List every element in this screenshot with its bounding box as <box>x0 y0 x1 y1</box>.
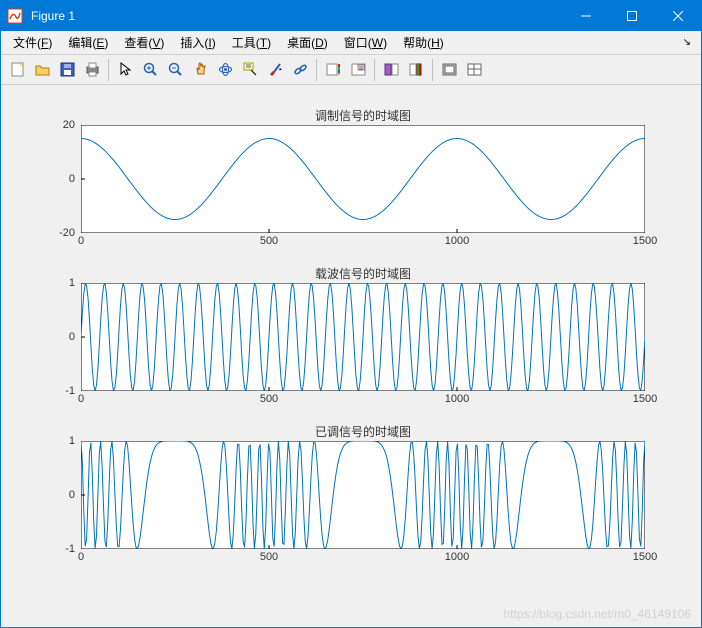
subplot-0-title: 调制信号的时域图 <box>315 107 411 124</box>
ytick-label: 0 <box>69 331 75 343</box>
toolbar-separator <box>432 59 433 81</box>
save-button[interactable] <box>55 58 79 82</box>
ytick-label: 20 <box>63 119 75 131</box>
brush-button[interactable] <box>263 58 287 82</box>
open-button[interactable] <box>30 58 54 82</box>
zoom-in-button[interactable] <box>138 58 162 82</box>
menu-e[interactable]: 编辑(E) <box>60 32 116 53</box>
subplot-2-title: 已调信号的时域图 <box>315 423 411 440</box>
toolbar <box>1 55 701 85</box>
subplot-1-title: 载波信号的时域图 <box>315 265 411 282</box>
menu-i[interactable]: 插入(I) <box>172 32 223 53</box>
xtick-label: 1500 <box>633 235 657 247</box>
pan-button[interactable] <box>188 58 212 82</box>
xtick-label: 500 <box>260 393 278 405</box>
layout-button[interactable] <box>462 58 486 82</box>
insert-colorbar-button[interactable] <box>321 58 345 82</box>
subplot-1-axes[interactable] <box>81 283 645 391</box>
menu-h[interactable]: 帮助(H) <box>395 32 452 53</box>
subplot-2-axes[interactable] <box>81 441 645 549</box>
menu-d[interactable]: 桌面(D) <box>279 32 336 53</box>
titlebar: Figure 1 <box>1 1 701 31</box>
xtick-label: 0 <box>78 393 84 405</box>
xtick-label: 500 <box>260 235 278 247</box>
xtick-label: 1000 <box>445 393 469 405</box>
xtick-label: 1000 <box>445 235 469 247</box>
ytick-label: 1 <box>69 435 75 447</box>
ytick-label: 1 <box>69 277 75 289</box>
data-cursor-button[interactable] <box>238 58 262 82</box>
xtick-label: 1500 <box>633 551 657 563</box>
link-button[interactable] <box>288 58 312 82</box>
maximize-button[interactable] <box>609 1 655 31</box>
dock-button[interactable] <box>437 58 461 82</box>
ytick-label: 0 <box>69 489 75 501</box>
figure-area: https://blog.csdn.net/m0_46149106 调制信号的时… <box>1 85 701 627</box>
menu-w[interactable]: 窗口(W) <box>336 32 395 53</box>
toolbar-separator <box>316 59 317 81</box>
toolbar-separator <box>374 59 375 81</box>
menu-v[interactable]: 查看(V) <box>116 32 172 53</box>
hide-tools-button[interactable] <box>379 58 403 82</box>
close-button[interactable] <box>655 1 701 31</box>
window-title: Figure 1 <box>29 9 75 23</box>
toolbar-separator <box>108 59 109 81</box>
app-icon <box>7 8 23 24</box>
print-button[interactable] <box>80 58 104 82</box>
menu-f[interactable]: 文件(F) <box>5 32 60 53</box>
xtick-label: 1000 <box>445 551 469 563</box>
xtick-label: 500 <box>260 551 278 563</box>
show-tools-button[interactable] <box>404 58 428 82</box>
subplot-0-axes[interactable] <box>81 125 645 233</box>
pointer-button[interactable] <box>113 58 137 82</box>
xtick-label: 1500 <box>633 393 657 405</box>
rotate3d-button[interactable] <box>213 58 237 82</box>
new-figure-button[interactable] <box>5 58 29 82</box>
zoom-out-button[interactable] <box>163 58 187 82</box>
ytick-label: -1 <box>65 385 75 397</box>
menu-t[interactable]: 工具(T) <box>224 32 279 53</box>
watermark: https://blog.csdn.net/m0_46149106 <box>504 607 691 621</box>
insert-legend-button[interactable] <box>346 58 370 82</box>
minimize-button[interactable] <box>563 1 609 31</box>
ytick-label: -1 <box>65 543 75 555</box>
ytick-label: -20 <box>59 227 75 239</box>
xtick-label: 0 <box>78 235 84 247</box>
xtick-label: 0 <box>78 551 84 563</box>
menubar: 文件(F)编辑(E)查看(V)插入(I)工具(T)桌面(D)窗口(W)帮助(H)… <box>1 31 701 55</box>
dock-arrow-icon[interactable]: ↘ <box>683 37 697 48</box>
ytick-label: 0 <box>69 173 75 185</box>
